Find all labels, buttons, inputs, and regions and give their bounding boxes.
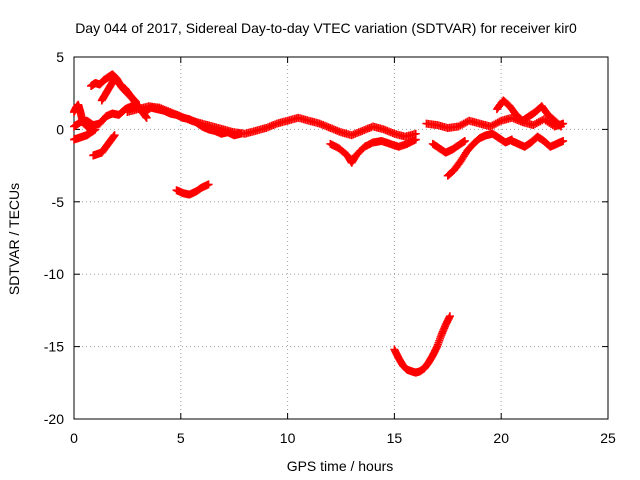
data-point	[557, 122, 566, 131]
series-arc-6	[70, 125, 100, 144]
data-point	[445, 312, 454, 321]
data-point	[495, 117, 504, 126]
y-tick-label: -5	[52, 194, 65, 210]
series-arc-3	[97, 74, 140, 106]
x-tick-label: 25	[600, 430, 616, 446]
series-arc-15	[428, 136, 469, 157]
series-arc-10	[390, 312, 454, 377]
axis-ticks: 0 5 10 15 20 25 5 0 -5 -10 -15 -20	[44, 49, 616, 446]
x-tick-label: 15	[387, 430, 403, 446]
data-point	[110, 131, 119, 140]
y-tick-label: -10	[44, 266, 64, 282]
y-tick-label: 0	[56, 121, 64, 137]
y-tick-label: -20	[44, 411, 64, 427]
series-arc-13	[492, 96, 566, 131]
series-arc-8	[172, 180, 213, 199]
series-arc-9	[326, 135, 420, 167]
x-tick-label: 5	[177, 430, 185, 446]
y-tick-label: -15	[44, 339, 64, 355]
x-tick-label: 20	[493, 430, 509, 446]
data-point	[142, 113, 151, 122]
x-tick-label: 0	[70, 430, 78, 446]
plot-frame	[73, 56, 609, 420]
data-point	[559, 136, 568, 145]
data-point	[204, 180, 213, 189]
data-marks	[70, 70, 568, 377]
x-axis-label: GPS time / hours	[287, 458, 394, 474]
series-arc-7	[123, 102, 420, 141]
data-point	[411, 135, 420, 144]
data-point	[91, 125, 100, 134]
data-point	[131, 97, 140, 106]
data-point	[555, 121, 564, 130]
series-arc-4	[89, 131, 119, 160]
series-arc-14	[507, 132, 568, 151]
y-tick-label: 5	[56, 49, 64, 65]
y-axis-label: SDTVAR / TECUs	[6, 183, 22, 295]
series-arc-5	[70, 100, 96, 134]
chart-title: Day 044 of 2017, Sidereal Day-to-day VTE…	[75, 20, 577, 36]
data-point	[460, 136, 469, 145]
x-tick-label: 10	[280, 430, 296, 446]
